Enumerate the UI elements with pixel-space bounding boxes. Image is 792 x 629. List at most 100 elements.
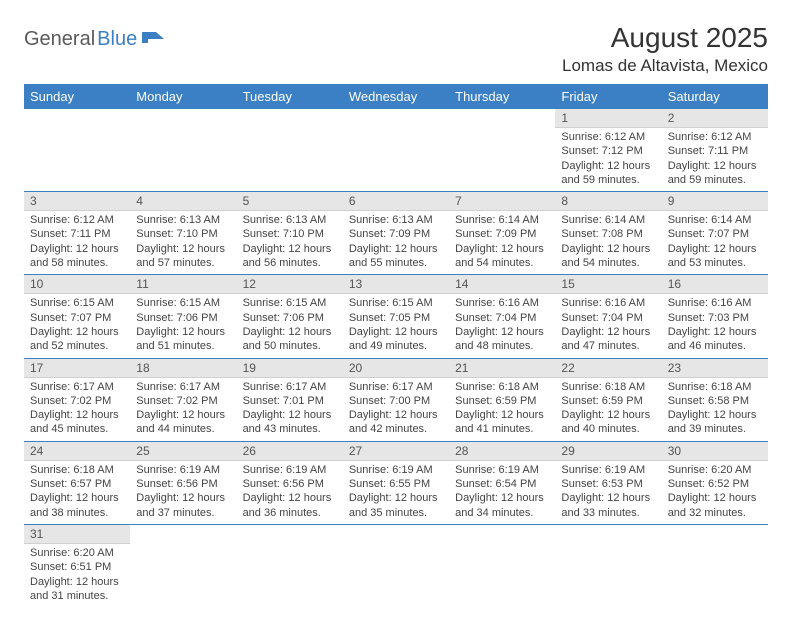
daylight-text: Daylight: 12 hours and 47 minutes. bbox=[561, 325, 655, 354]
daylight-text: Daylight: 12 hours and 33 minutes. bbox=[561, 491, 655, 520]
sunset-text: Sunset: 6:55 PM bbox=[349, 477, 443, 491]
sunset-text: Sunset: 7:01 PM bbox=[243, 394, 337, 408]
sunrise-text: Sunrise: 6:14 AM bbox=[455, 213, 549, 227]
day-number-empty bbox=[237, 525, 343, 543]
day-number: 29 bbox=[555, 442, 661, 461]
day-number: 1 bbox=[555, 109, 661, 128]
day-number: 5 bbox=[237, 192, 343, 211]
calendar-cell: 27Sunrise: 6:19 AMSunset: 6:55 PMDayligh… bbox=[343, 441, 449, 524]
calendar-cell: 20Sunrise: 6:17 AMSunset: 7:00 PMDayligh… bbox=[343, 358, 449, 441]
sunset-text: Sunset: 7:00 PM bbox=[349, 394, 443, 408]
day-body: Sunrise: 6:16 AMSunset: 7:04 PMDaylight:… bbox=[555, 294, 661, 357]
page-title: August 2025 bbox=[562, 22, 768, 54]
day-number: 15 bbox=[555, 275, 661, 294]
day-body: Sunrise: 6:12 AMSunset: 7:11 PMDaylight:… bbox=[24, 211, 130, 274]
day-number: 22 bbox=[555, 359, 661, 378]
calendar-cell bbox=[343, 524, 449, 607]
calendar-cell: 16Sunrise: 6:16 AMSunset: 7:03 PMDayligh… bbox=[662, 275, 768, 358]
sunrise-text: Sunrise: 6:18 AM bbox=[30, 463, 124, 477]
sunrise-text: Sunrise: 6:19 AM bbox=[349, 463, 443, 477]
sunset-text: Sunset: 7:04 PM bbox=[561, 311, 655, 325]
sunset-text: Sunset: 7:02 PM bbox=[136, 394, 230, 408]
calendar-cell: 21Sunrise: 6:18 AMSunset: 6:59 PMDayligh… bbox=[449, 358, 555, 441]
calendar-week: 1Sunrise: 6:12 AMSunset: 7:12 PMDaylight… bbox=[24, 109, 768, 192]
calendar-cell: 31Sunrise: 6:20 AMSunset: 6:51 PMDayligh… bbox=[24, 524, 130, 607]
daylight-text: Daylight: 12 hours and 37 minutes. bbox=[136, 491, 230, 520]
day-body: Sunrise: 6:15 AMSunset: 7:06 PMDaylight:… bbox=[237, 294, 343, 357]
logo-text-blue: Blue bbox=[97, 28, 137, 51]
sunrise-text: Sunrise: 6:12 AM bbox=[668, 130, 762, 144]
calendar-week: 3Sunrise: 6:12 AMSunset: 7:11 PMDaylight… bbox=[24, 192, 768, 275]
day-number: 20 bbox=[343, 359, 449, 378]
daylight-text: Daylight: 12 hours and 49 minutes. bbox=[349, 325, 443, 354]
calendar-head: SundayMondayTuesdayWednesdayThursdayFrid… bbox=[24, 84, 768, 109]
daylight-text: Daylight: 12 hours and 35 minutes. bbox=[349, 491, 443, 520]
day-body: Sunrise: 6:19 AMSunset: 6:55 PMDaylight:… bbox=[343, 461, 449, 524]
daylight-text: Daylight: 12 hours and 40 minutes. bbox=[561, 408, 655, 437]
calendar-cell: 9Sunrise: 6:14 AMSunset: 7:07 PMDaylight… bbox=[662, 192, 768, 275]
calendar-cell: 22Sunrise: 6:18 AMSunset: 6:59 PMDayligh… bbox=[555, 358, 661, 441]
sunrise-text: Sunrise: 6:14 AM bbox=[668, 213, 762, 227]
calendar-cell bbox=[555, 524, 661, 607]
calendar-cell bbox=[24, 109, 130, 192]
calendar-cell bbox=[662, 524, 768, 607]
day-body: Sunrise: 6:18 AMSunset: 6:59 PMDaylight:… bbox=[449, 378, 555, 441]
calendar-body: 1Sunrise: 6:12 AMSunset: 7:12 PMDaylight… bbox=[24, 109, 768, 607]
calendar-cell: 24Sunrise: 6:18 AMSunset: 6:57 PMDayligh… bbox=[24, 441, 130, 524]
day-number: 9 bbox=[662, 192, 768, 211]
day-number: 16 bbox=[662, 275, 768, 294]
sunset-text: Sunset: 7:02 PM bbox=[30, 394, 124, 408]
calendar-cell bbox=[237, 109, 343, 192]
day-number: 24 bbox=[24, 442, 130, 461]
sunset-text: Sunset: 7:09 PM bbox=[349, 227, 443, 241]
daylight-text: Daylight: 12 hours and 43 minutes. bbox=[243, 408, 337, 437]
day-number: 13 bbox=[343, 275, 449, 294]
day-number: 18 bbox=[130, 359, 236, 378]
day-number: 23 bbox=[662, 359, 768, 378]
weekday-header: Monday bbox=[130, 84, 236, 109]
day-number: 31 bbox=[24, 525, 130, 544]
day-number: 19 bbox=[237, 359, 343, 378]
calendar-cell: 11Sunrise: 6:15 AMSunset: 7:06 PMDayligh… bbox=[130, 275, 236, 358]
sunset-text: Sunset: 7:11 PM bbox=[30, 227, 124, 241]
page: GeneralBlue August 2025 Lomas de Altavis… bbox=[0, 0, 792, 629]
day-body: Sunrise: 6:15 AMSunset: 7:07 PMDaylight:… bbox=[24, 294, 130, 357]
sunrise-text: Sunrise: 6:17 AM bbox=[243, 380, 337, 394]
day-body: Sunrise: 6:13 AMSunset: 7:10 PMDaylight:… bbox=[237, 211, 343, 274]
day-number: 8 bbox=[555, 192, 661, 211]
day-body: Sunrise: 6:18 AMSunset: 6:58 PMDaylight:… bbox=[662, 378, 768, 441]
sunrise-text: Sunrise: 6:18 AM bbox=[455, 380, 549, 394]
day-number-empty bbox=[343, 109, 449, 127]
weekday-header: Wednesday bbox=[343, 84, 449, 109]
day-body: Sunrise: 6:19 AMSunset: 6:54 PMDaylight:… bbox=[449, 461, 555, 524]
calendar-week: 24Sunrise: 6:18 AMSunset: 6:57 PMDayligh… bbox=[24, 441, 768, 524]
daylight-text: Daylight: 12 hours and 57 minutes. bbox=[136, 242, 230, 271]
sunrise-text: Sunrise: 6:17 AM bbox=[136, 380, 230, 394]
sunset-text: Sunset: 7:07 PM bbox=[30, 311, 124, 325]
daylight-text: Daylight: 12 hours and 54 minutes. bbox=[455, 242, 549, 271]
calendar-cell: 14Sunrise: 6:16 AMSunset: 7:04 PMDayligh… bbox=[449, 275, 555, 358]
sunrise-text: Sunrise: 6:19 AM bbox=[136, 463, 230, 477]
day-number: 14 bbox=[449, 275, 555, 294]
weekday-header: Friday bbox=[555, 84, 661, 109]
sunset-text: Sunset: 7:11 PM bbox=[668, 144, 762, 158]
day-body: Sunrise: 6:20 AMSunset: 6:52 PMDaylight:… bbox=[662, 461, 768, 524]
daylight-text: Daylight: 12 hours and 34 minutes. bbox=[455, 491, 549, 520]
calendar-cell: 10Sunrise: 6:15 AMSunset: 7:07 PMDayligh… bbox=[24, 275, 130, 358]
sunset-text: Sunset: 6:58 PM bbox=[668, 394, 762, 408]
calendar-cell: 19Sunrise: 6:17 AMSunset: 7:01 PMDayligh… bbox=[237, 358, 343, 441]
calendar-cell: 15Sunrise: 6:16 AMSunset: 7:04 PMDayligh… bbox=[555, 275, 661, 358]
daylight-text: Daylight: 12 hours and 45 minutes. bbox=[30, 408, 124, 437]
daylight-text: Daylight: 12 hours and 51 minutes. bbox=[136, 325, 230, 354]
day-number: 11 bbox=[130, 275, 236, 294]
day-body: Sunrise: 6:17 AMSunset: 7:01 PMDaylight:… bbox=[237, 378, 343, 441]
daylight-text: Daylight: 12 hours and 54 minutes. bbox=[561, 242, 655, 271]
calendar-cell bbox=[237, 524, 343, 607]
day-number: 30 bbox=[662, 442, 768, 461]
daylight-text: Daylight: 12 hours and 44 minutes. bbox=[136, 408, 230, 437]
page-subtitle: Lomas de Altavista, Mexico bbox=[562, 56, 768, 76]
weekday-header: Tuesday bbox=[237, 84, 343, 109]
sunset-text: Sunset: 6:56 PM bbox=[136, 477, 230, 491]
day-number: 3 bbox=[24, 192, 130, 211]
calendar-cell bbox=[449, 109, 555, 192]
